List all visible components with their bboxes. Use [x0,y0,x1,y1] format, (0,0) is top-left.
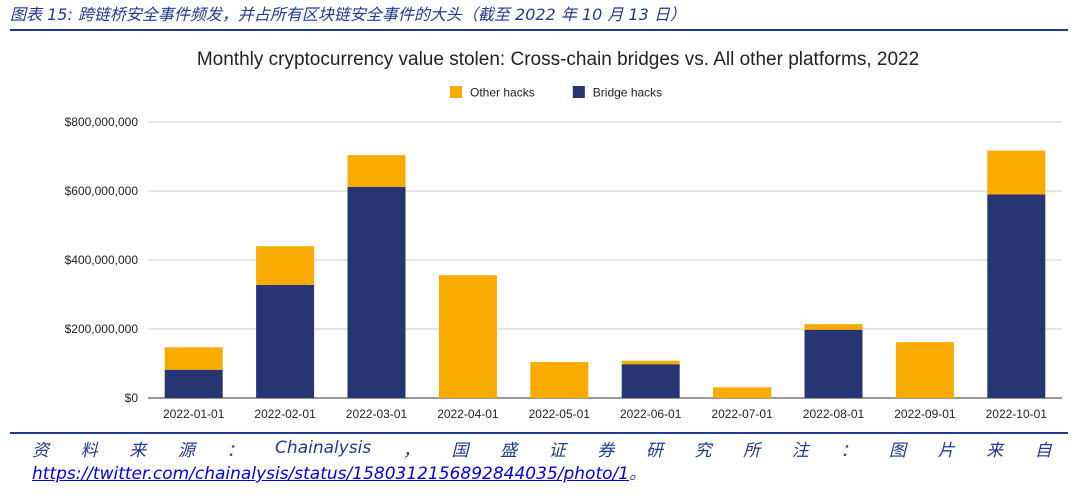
bar-bridge-hacks [164,369,223,398]
bar-other-hacks [804,324,863,330]
source-rule [10,432,1068,434]
source-token: 券 [597,440,615,461]
legend-swatch [450,86,462,98]
bar-other-hacks [256,246,315,285]
source-token: 国 [451,440,469,461]
source-token: 料 [80,440,98,461]
source-token: 研 [645,440,663,461]
y-tick-label: $800,000,000 [65,115,139,129]
bar-other-hacks [530,362,589,398]
legend-label: Other hacks [470,86,535,100]
x-tick-label: 2022-08-01 [803,407,865,421]
bar-other-hacks [347,155,406,187]
bar-bridge-hacks [987,194,1046,398]
bar-bridge-hacks [256,284,315,398]
source-token: 图 [888,440,906,461]
y-tick-label: $400,000,000 [65,253,139,267]
source-token: 自 [1034,440,1052,461]
source-token: Chainalysis [275,438,372,458]
source-line: 资 料 来 源 ： Chainalysis ， 国 盛 证 券 研 究 所 注 ： 图 片 来 自 [32,436,1052,461]
x-tick-label: 2022-03-01 [346,407,408,421]
bar-other-hacks [987,150,1046,195]
x-tick-label: 2022-02-01 [254,407,316,421]
bar-other-hacks [713,387,772,398]
caption-rule [10,29,1068,31]
source-link[interactable]: https://twitter.com/chainalysis/status/1… [32,464,630,484]
bar-bridge-hacks [804,329,863,398]
source-token: 源 [177,440,195,461]
bar-other-hacks [895,342,954,398]
y-tick-label: $200,000,000 [65,322,139,336]
source-token: 证 [548,440,566,461]
figure-caption: 图表 15: 跨链桥安全事件频发，并占所有区块链安全事件的大头（截至 2022 … [10,5,686,24]
y-tick-label: $600,000,000 [65,184,139,198]
source-token: 来 [986,440,1004,461]
source-token: 盛 [500,440,518,461]
source-token: 资 [32,440,49,461]
source-link-line: https://twitter.com/chainalysis/status/1… [32,462,646,486]
bar-bridge-hacks [621,364,680,398]
x-tick-label: 2022-10-01 [986,407,1048,421]
y-axis-ticks: $0 $200,000,000 $400,000,000 $600,000,000 $8… [65,115,139,405]
source-token: 注 [791,440,809,461]
source-token: 片 [937,440,955,461]
bar-other-hacks [438,275,497,398]
x-tick-label: 2022-06-01 [620,407,682,421]
bar-other-hacks [621,360,680,365]
source-token: 所 [743,440,761,461]
chart-title: Monthly cryptocurrency value stolen: Cro… [197,49,919,70]
legend-swatch [572,86,585,98]
x-tick-label: 2022-05-01 [529,407,591,421]
chart-bars [164,150,1046,398]
stacked-bar-chart: Monthly cryptocurrency value stolen: Cro… [65,49,1062,421]
bar-bridge-hacks [347,186,406,398]
source-token: ： [226,440,244,461]
x-tick-label: 2022-01-01 [163,407,225,421]
x-tick-label: 2022-07-01 [711,407,773,421]
source-token: 究 [694,440,712,461]
chart-legend: Other hacks Bridge hacks [450,86,662,100]
legend-label: Bridge hacks [593,86,662,100]
x-axis-ticks: 2022-01-01 2022-02-01 2022-03-01 2022-04-01… [163,407,1047,421]
x-tick-label: 2022-04-01 [437,407,499,421]
source-token: 来 [129,440,147,461]
x-tick-label: 2022-09-01 [894,407,956,421]
source-token: ： [840,440,858,461]
y-tick-label: $0 [125,391,139,405]
bar-other-hacks [164,347,223,370]
source-tail: 。 [629,464,647,484]
source-token: ， [402,440,420,461]
